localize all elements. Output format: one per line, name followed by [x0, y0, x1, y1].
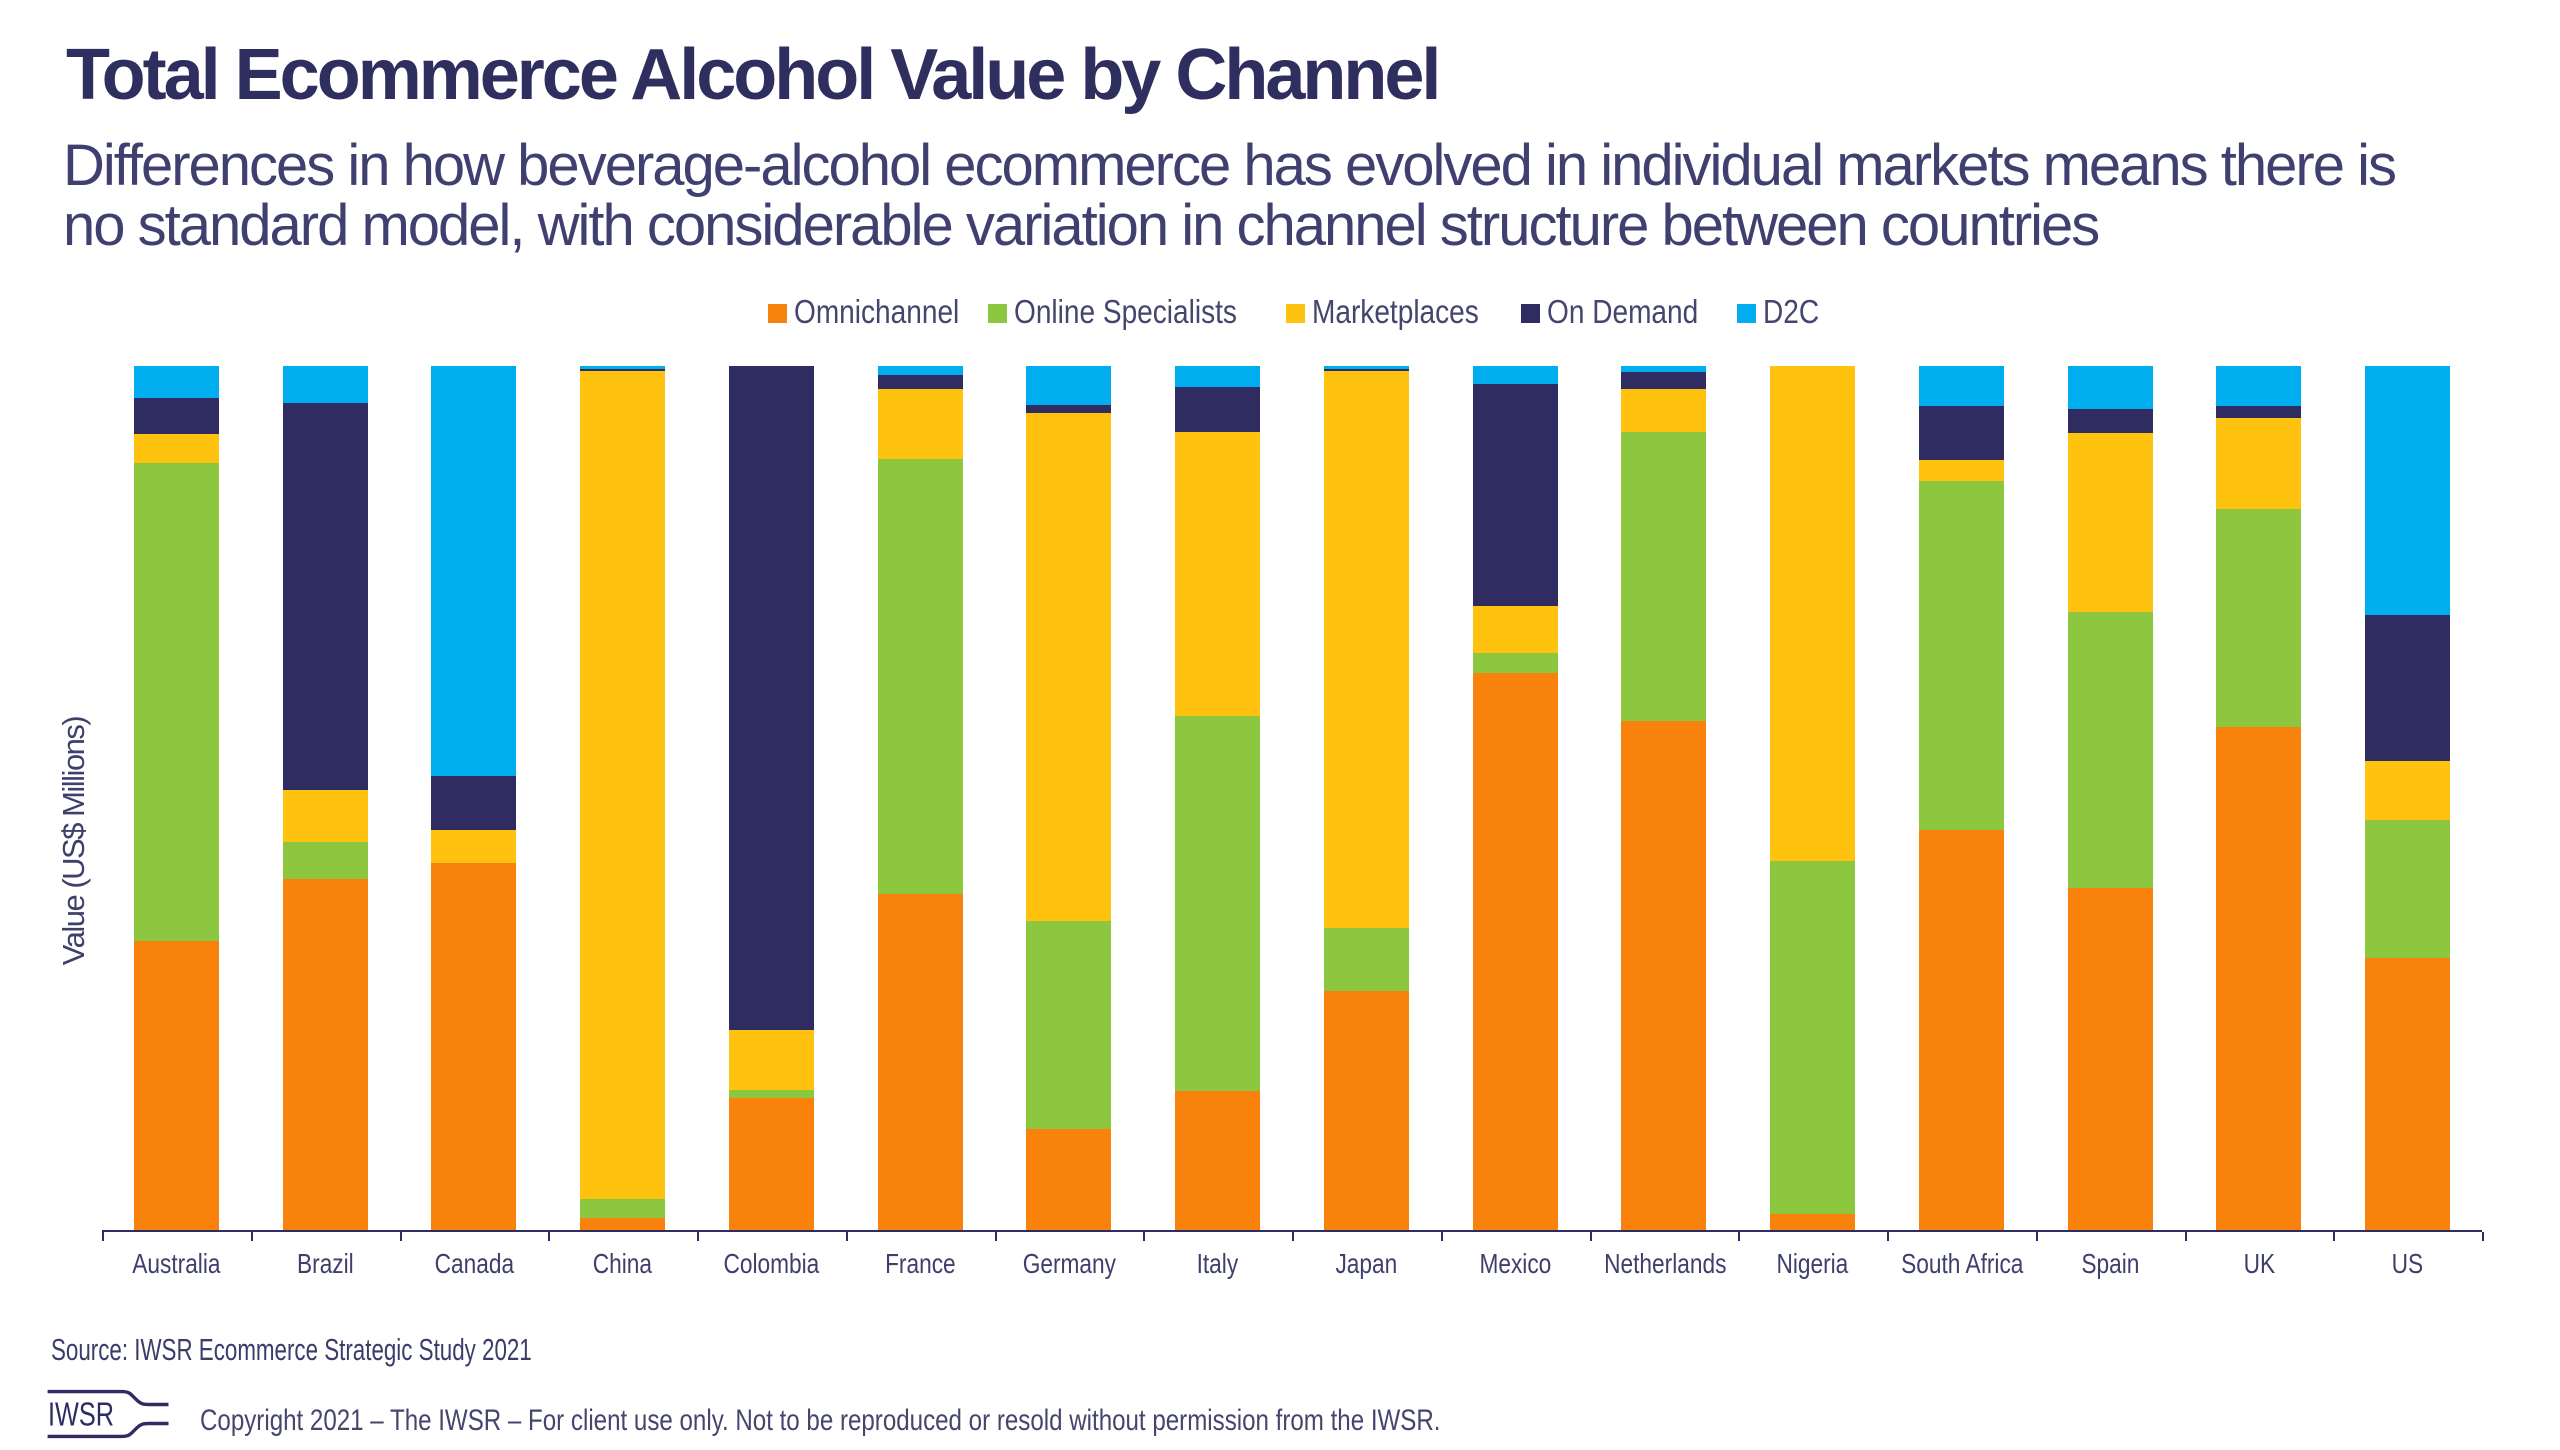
svg-text:IWSR: IWSR	[48, 1396, 114, 1433]
